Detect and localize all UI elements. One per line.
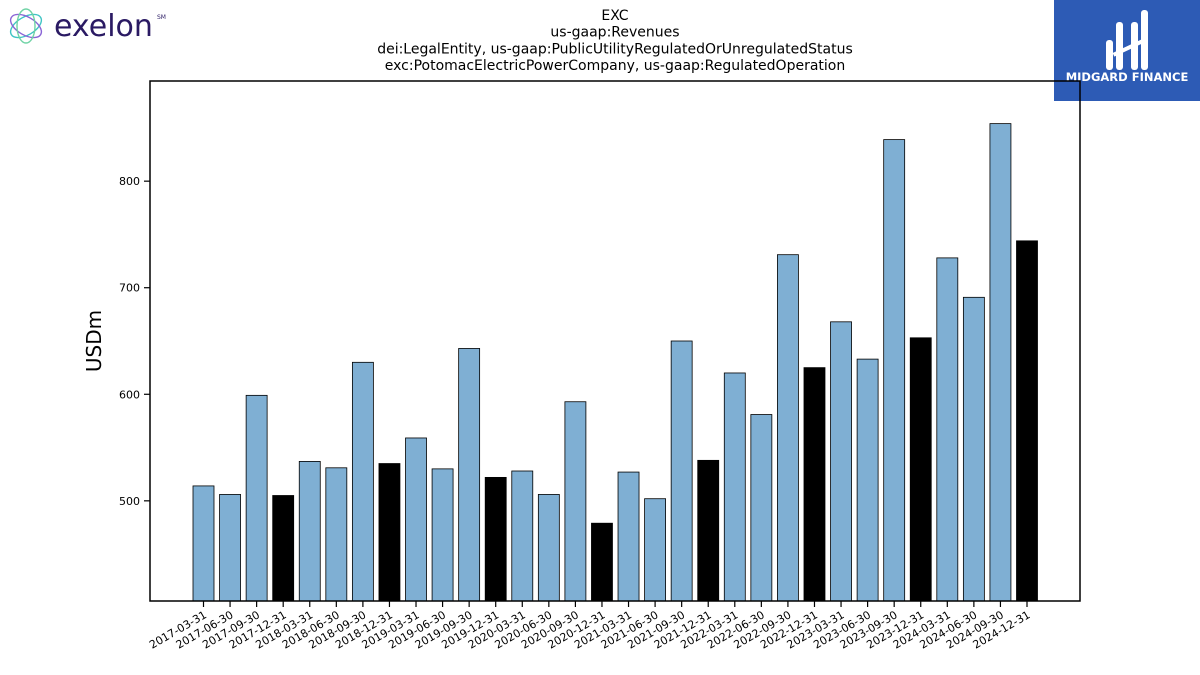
bar-2020-03-31	[511, 470, 534, 602]
bar-2019-03-31	[405, 437, 427, 602]
bar-2023-03-31	[830, 321, 852, 602]
bar-2018-09-30	[351, 361, 374, 602]
bar-2020-06-30	[537, 494, 560, 602]
bar-2019-06-30	[431, 468, 454, 602]
exelon-wordmark: exelon	[54, 9, 153, 44]
y-tick-label-500: 500	[119, 495, 140, 508]
y-axis: 500 600 700 800	[119, 175, 150, 508]
bar-2022-03-31	[723, 372, 746, 602]
midgard-emblem-icon	[1106, 10, 1148, 70]
y-axis-label: USDm	[82, 310, 106, 372]
y-tick-label-700: 700	[119, 282, 140, 295]
exelon-swirl-icon	[9, 8, 43, 44]
title-line-1: us-gaap:Revenues	[550, 25, 679, 41]
bar-2022-06-30	[750, 414, 773, 602]
exelon-logo: exelon SM	[9, 8, 166, 44]
bar-2020-12-31	[591, 522, 613, 602]
bars	[192, 123, 1038, 602]
bar-2017-09-30	[245, 394, 268, 602]
plot-frame	[149, 80, 1081, 602]
title-line-2: dei:LegalEntity, us-gaap:PublicUtilityRe…	[377, 41, 853, 57]
title-line-0: EXC	[601, 8, 628, 24]
bar-2021-12-31	[697, 459, 720, 602]
bar-2024-09-30	[989, 123, 1012, 602]
bar-2018-06-30	[325, 467, 348, 602]
bar-2021-03-31	[617, 471, 640, 602]
y-tick-label-600: 600	[119, 388, 140, 401]
midgard-finance-logo: MIDGARD FINANCE	[1054, 0, 1200, 101]
bar-2020-09-30	[564, 401, 587, 602]
bar-2018-03-31	[298, 461, 321, 602]
bar-2019-09-30	[458, 348, 481, 602]
bar-2024-06-30	[962, 296, 985, 602]
bar-2017-12-31	[272, 495, 295, 602]
bar-2023-12-31	[909, 337, 932, 602]
y-tick-label-800: 800	[119, 175, 140, 188]
bar-2017-06-30	[219, 494, 241, 602]
bar-2021-06-30	[644, 498, 666, 602]
bar-2023-06-30	[856, 358, 879, 602]
bar-2022-12-31	[803, 367, 826, 602]
bar-2021-09-30	[670, 340, 693, 602]
title-line-3: exc:PotomacElectricPowerCompany, us-gaap…	[385, 58, 845, 74]
bar-2022-09-30	[777, 254, 799, 602]
bar-2023-09-30	[883, 139, 906, 602]
midgard-wordmark: MIDGARD FINANCE	[1066, 70, 1189, 84]
bar-2018-12-31	[378, 463, 401, 602]
bar-2024-03-31	[936, 257, 959, 602]
bar-2019-12-31	[484, 476, 507, 602]
bar-2017-03-31	[192, 485, 215, 602]
bar-2024-12-31	[1016, 240, 1038, 602]
exelon-service-mark: SM	[157, 14, 166, 21]
x-axis: 2017-03-312017-06-302017-09-302017-12-31…	[147, 601, 1033, 652]
